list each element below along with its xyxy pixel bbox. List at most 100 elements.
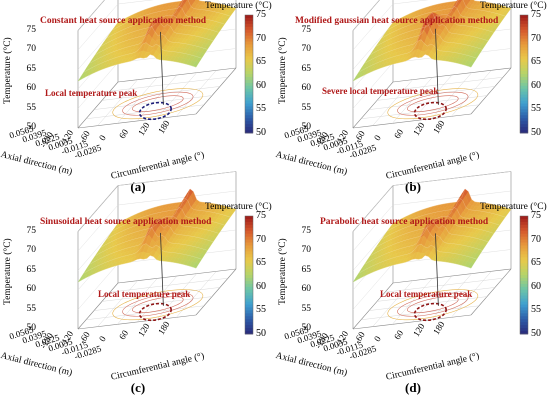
surface-meshline <box>106 5 225 39</box>
colorbar-segment <box>245 230 253 235</box>
wall-gridline <box>352 0 380 31</box>
colorbar-segment <box>245 310 253 314</box>
floor-gridline <box>384 77 504 92</box>
wall-gridline <box>77 0 105 31</box>
colorbar-segment <box>245 85 253 90</box>
surface-patch <box>467 262 475 269</box>
floor-gridline <box>101 287 221 302</box>
colorbar-segment <box>245 242 253 246</box>
colorbar-segment <box>245 263 253 267</box>
colorbar-tick: 75 <box>531 9 541 20</box>
colorbar-segment <box>520 68 528 72</box>
colorbar-segment <box>245 124 253 128</box>
colorbar-segment <box>245 88 253 93</box>
z-tick-label: 60 <box>26 284 37 294</box>
method-title: Parabolic heat source application method <box>320 217 489 227</box>
surface-meshline <box>352 255 472 283</box>
colorbar-segment <box>245 44 253 48</box>
colorbar-tick: 65 <box>531 56 541 68</box>
colorbar-segment <box>520 121 528 125</box>
colorbar-segment <box>520 289 528 294</box>
colorbar-segment <box>520 236 528 240</box>
colorbar-title: Temperature (°C) <box>205 1 272 11</box>
panel-label: (d) <box>405 380 421 395</box>
colorbar-segment <box>520 283 528 288</box>
colorbar-segment <box>520 106 528 110</box>
floor-gridline <box>97 280 138 327</box>
z-tick-label: 55 <box>301 303 312 314</box>
colorbar-segment <box>520 263 528 267</box>
colorbar-segment <box>245 94 253 98</box>
colorbar-segment <box>245 23 253 28</box>
colorbar-segment <box>245 71 253 75</box>
z-tick-label: 70 <box>301 44 312 54</box>
z-tick-label: 50 <box>26 122 37 132</box>
colorbar-segment <box>245 106 253 110</box>
floor-contour <box>132 95 184 112</box>
colorbar-tick: 70 <box>531 233 541 245</box>
colorbar-segment <box>245 322 253 326</box>
colorbar-segment <box>245 260 253 264</box>
colorbar-segment <box>245 280 253 285</box>
colorbar-segment <box>245 91 253 96</box>
colorbar-segment <box>245 32 253 37</box>
axis-edge <box>77 81 119 129</box>
colorbar-segment <box>520 275 528 279</box>
colorbar-title: Temperature (°C) <box>205 202 272 212</box>
colorbar-segment <box>520 115 528 119</box>
colorbar-segment <box>245 109 253 113</box>
axis-edge <box>352 81 394 129</box>
colorbar-segment <box>520 313 528 317</box>
z-tick-label: 70 <box>26 44 37 54</box>
highlight-ellipse <box>413 302 447 322</box>
colorbar-segment <box>245 277 253 282</box>
colorbar-tick: 60 <box>531 79 541 91</box>
surface-patch <box>192 262 200 269</box>
floor-contour <box>397 292 469 317</box>
surface-meshline <box>106 206 225 240</box>
surface-plot <box>352 0 529 134</box>
surface-meshline <box>89 26 208 64</box>
floor-contour <box>122 292 194 317</box>
colorbar-segment <box>520 307 528 311</box>
colorbar-segment <box>245 17 253 22</box>
colorbar-tick: 50 <box>256 328 266 339</box>
colorbar-tick: 55 <box>531 304 541 316</box>
colorbar-segment <box>245 313 253 317</box>
colorbar-segment <box>245 224 253 229</box>
z-tick-label: 70 <box>26 245 37 255</box>
colorbar-segment <box>245 121 253 125</box>
z-tick-label: 70 <box>301 245 312 255</box>
colorbar-tick: 50 <box>531 328 541 339</box>
surface-meshline <box>375 215 494 248</box>
surface-meshline <box>370 219 489 256</box>
colorbar <box>519 14 529 134</box>
z-tick-label: 55 <box>26 102 37 113</box>
colorbar-segment <box>245 103 253 107</box>
colorbar-segment <box>520 254 528 258</box>
z-tick-label: 75 <box>301 24 312 35</box>
colorbar-segment <box>245 325 253 329</box>
floor-contour <box>407 296 459 313</box>
colorbar-segment <box>520 85 528 90</box>
floor-gridline <box>384 278 504 293</box>
colorbar-segment <box>245 331 253 335</box>
colorbar-tick: 60 <box>256 79 266 91</box>
floor-contours <box>112 88 204 120</box>
colorbar-segment <box>245 272 253 276</box>
colorbar-segment <box>245 115 253 119</box>
colorbar-segment <box>520 17 528 22</box>
colorbar-segment <box>245 29 253 34</box>
wall-gridline <box>352 171 512 232</box>
colorbar-segment <box>245 62 253 66</box>
colorbar-tick: 70 <box>531 32 541 44</box>
colorbar-segment <box>245 35 253 39</box>
z-tick-label: 75 <box>26 24 37 35</box>
colorbar-frame <box>244 14 254 134</box>
colorbar-tick: 50 <box>531 127 541 138</box>
colorbar-segment <box>245 289 253 294</box>
colorbar-segment <box>245 65 253 69</box>
floor-contour <box>387 289 479 321</box>
colorbar-segment <box>245 100 253 104</box>
